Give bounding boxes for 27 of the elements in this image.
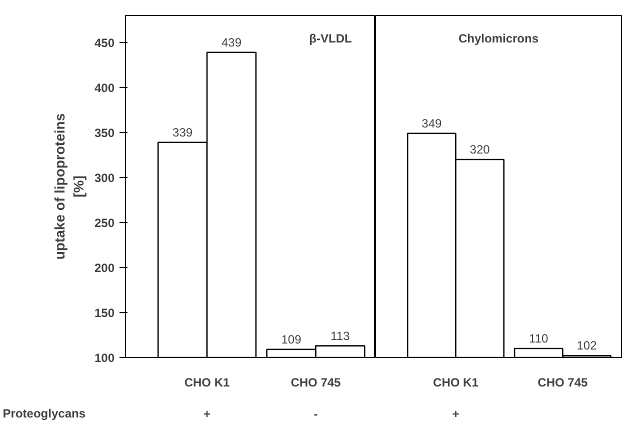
text: Chylomicrons <box>458 32 539 46</box>
x-tick-label: CHO 745 <box>538 376 588 390</box>
data-label: 113 <box>330 328 350 343</box>
y-tick-label: 200 <box>94 261 115 275</box>
y-tick-label: 350 <box>94 126 115 140</box>
text: Proteoglycans <box>2 406 86 420</box>
y-tick-label: 450 <box>94 36 115 50</box>
x-tick-label: CHO K1 <box>433 376 479 390</box>
data-label: 439 <box>221 35 242 50</box>
y-tick-label: 100 <box>94 351 115 365</box>
text: β-VLDL <box>309 32 352 46</box>
data-label: 110 <box>529 332 548 346</box>
y-axis-title: uptake of lipoproteins [%] <box>51 113 86 260</box>
y-tick-label: 250 <box>94 216 115 230</box>
y-tick-label: 400 <box>94 81 115 95</box>
text: - <box>314 407 318 421</box>
text: + <box>452 407 460 421</box>
x-tick-label: CHO 745 <box>290 376 342 390</box>
data-label: 320 <box>470 142 490 156</box>
data-label: 102 <box>576 338 598 353</box>
text: + <box>204 407 211 421</box>
data-label: 339 <box>172 125 193 140</box>
x-tick-label: CHO K1 <box>184 376 230 390</box>
y-tick-label: 300 <box>94 171 115 185</box>
y-tick-label: 150 <box>94 306 115 320</box>
data-label: 349 <box>422 116 442 130</box>
data-label: 109 <box>281 332 302 346</box>
